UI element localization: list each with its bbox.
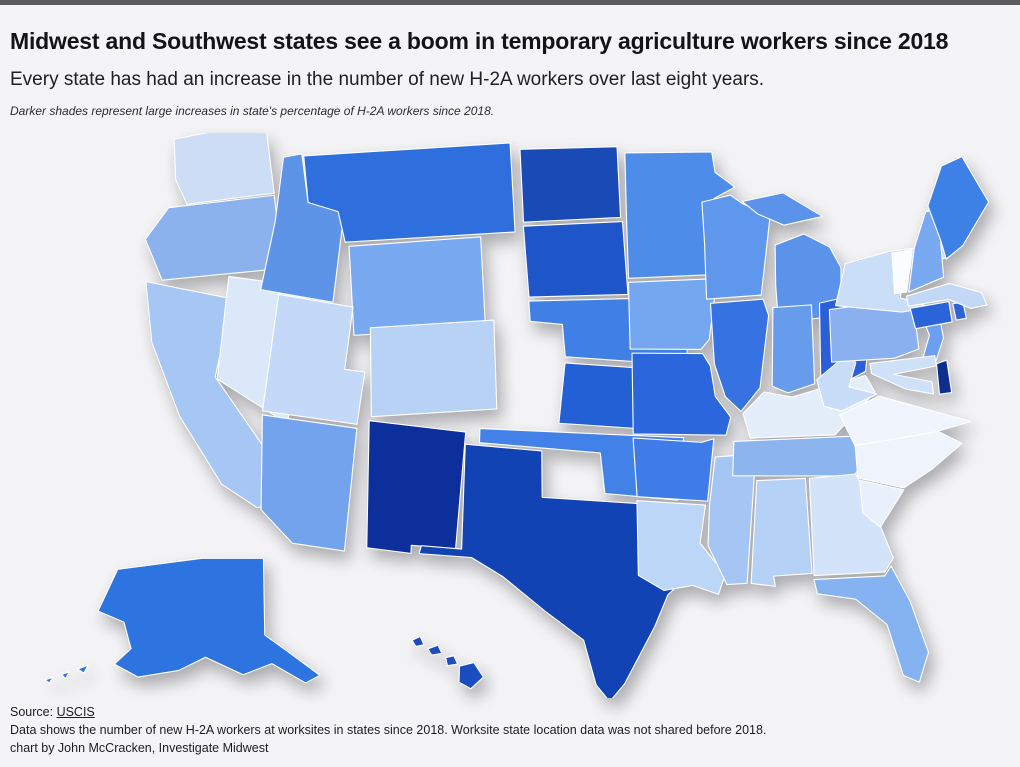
- credit-line: chart by John McCracken, Investigate Mid…: [10, 740, 269, 755]
- state-ok[interactable]: [478, 428, 685, 501]
- state-in[interactable]: [770, 304, 817, 394]
- source-label: Source:: [10, 705, 57, 719]
- state-nm[interactable]: [365, 420, 467, 555]
- state-ut[interactable]: [261, 293, 367, 425]
- state-or[interactable]: [144, 191, 286, 285]
- state-co[interactable]: [367, 316, 500, 421]
- source-link[interactable]: USCIS: [56, 705, 95, 719]
- state-ar[interactable]: [631, 436, 715, 502]
- data-description: Data shows the number of new H-2A worker…: [10, 722, 767, 737]
- state-sc[interactable]: [858, 479, 905, 528]
- chart-title: Midwest and Southwest states see a boom …: [10, 28, 949, 54]
- chart-subtitle: Every state has had an increase in the n…: [10, 69, 765, 91]
- chart-footer: Source: USCIS Data shows the number of n…: [10, 704, 766, 757]
- state-va[interactable]: [839, 395, 972, 450]
- state-ct[interactable]: [909, 300, 953, 330]
- state-id[interactable]: [260, 153, 346, 303]
- top-accent-bar: [0, 0, 1020, 5]
- chart-header: Midwest and Southwest states see a boom …: [10, 28, 1010, 118]
- state-la[interactable]: [634, 500, 728, 595]
- state-de[interactable]: [935, 359, 953, 395]
- state-wi[interactable]: [699, 194, 771, 301]
- source-line: Source: USCIS: [10, 704, 766, 722]
- state-ma[interactable]: [906, 282, 988, 309]
- state-md[interactable]: [869, 353, 938, 395]
- state-il[interactable]: [707, 297, 770, 412]
- state-al[interactable]: [750, 477, 815, 588]
- state-hi[interactable]: [410, 635, 484, 690]
- state-wa[interactable]: [172, 128, 277, 207]
- state-mo[interactable]: [629, 351, 733, 437]
- state-mt[interactable]: [301, 136, 518, 248]
- state-sd[interactable]: [521, 218, 631, 300]
- map-svg: [44, 128, 990, 703]
- state-ga[interactable]: [806, 472, 896, 578]
- state-ia[interactable]: [626, 276, 716, 352]
- state-vt[interactable]: [891, 249, 913, 295]
- us-choropleth-map: [25, 128, 995, 703]
- state-me[interactable]: [926, 156, 990, 261]
- state-az[interactable]: [258, 414, 358, 552]
- state-ak[interactable]: [44, 551, 324, 693]
- state-fl[interactable]: [810, 563, 931, 683]
- state-nh[interactable]: [908, 207, 946, 293]
- state-nd[interactable]: [517, 143, 623, 225]
- chart-annotation: Darker shades represent large increases …: [10, 104, 495, 119]
